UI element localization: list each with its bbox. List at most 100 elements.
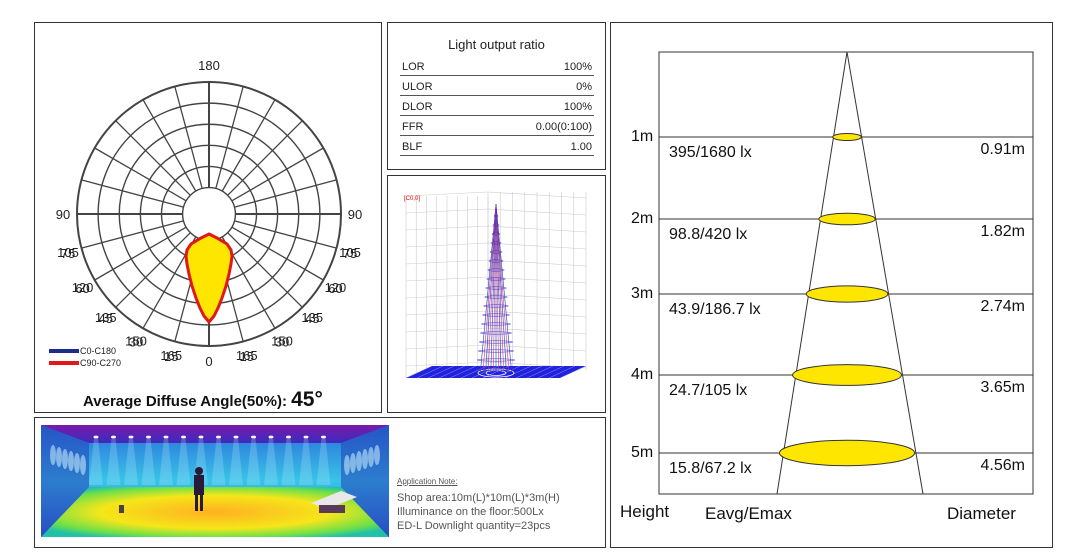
floor-grid-line (449, 365, 477, 379)
beam-line (482, 203, 497, 373)
3d-corner-label: [C0,0] (404, 196, 420, 202)
light-beam (159, 438, 173, 485)
floor-grid-line (537, 365, 565, 379)
light-beam (229, 438, 243, 485)
eavg-emax-value: 15.8/67.2 lx (669, 460, 752, 477)
beam-ring (492, 223, 500, 227)
polar-legend: C0-C180 C90-C270 (49, 346, 121, 368)
polar-angle-label: 180 (198, 58, 220, 73)
light-beam (316, 438, 331, 485)
legend-swatch (49, 361, 79, 365)
application-note-title: Application Note: (397, 477, 458, 486)
human-figure (194, 467, 204, 511)
beam-ring (485, 286, 507, 290)
light-output-ratio-panel: Light output ratio LOR 100% ULOR 0% DLOR 10… (387, 22, 606, 170)
table-row: DLOR 100% (400, 95, 594, 116)
application-note-line: Shop area:10m(L)*10m(L)*3m(H) (397, 492, 560, 504)
polar-angle-label: 135 (95, 310, 117, 325)
floor-grid-line (416, 365, 444, 379)
beam-ring (483, 304, 509, 308)
polar-angle-label: 15 (240, 349, 254, 364)
ratio-value: 0% (470, 75, 594, 96)
ceiling-light (111, 435, 116, 439)
floor-grid-line (548, 365, 576, 379)
table-row: LOR 100% (400, 56, 594, 76)
illuminance-ellipse (778, 439, 916, 467)
light-beam (211, 438, 226, 485)
ratio-value: 1.00 (470, 135, 594, 156)
wall-light-splash (80, 455, 86, 475)
polar-angle-label: 90 (56, 207, 70, 222)
ceiling-light (216, 435, 221, 439)
eavg-emax-value: 98.8/420 lx (669, 226, 747, 243)
polar-angle-label: 15 (164, 349, 178, 364)
application-note-line: Illuminance on the floor:500Lx (397, 506, 544, 518)
light-beam (89, 438, 103, 485)
wall-light-splash (356, 451, 362, 471)
height-label: 1m (631, 128, 653, 145)
ceiling-light (163, 435, 169, 439)
ceiling-light (303, 435, 309, 439)
light-beam (106, 438, 121, 485)
ratio-key: LOR (400, 56, 471, 76)
polar-spoke (142, 99, 197, 192)
illuminance-ellipse (818, 212, 876, 226)
beam-line (480, 203, 497, 373)
beam-ring (490, 241, 502, 245)
ceiling-light (146, 435, 151, 439)
beam-ring (481, 322, 511, 326)
beam-ring (486, 277, 506, 281)
eavg-emax-value: 395/1680 lx (669, 144, 752, 161)
polar-angle-label: 90 (348, 207, 362, 222)
light-beam (176, 438, 191, 485)
table-row: ULOR 0% (400, 75, 594, 96)
wall-light-splash (374, 445, 380, 465)
cone-lines (776, 51, 924, 495)
polar-spoke (174, 86, 203, 189)
beam-ring (484, 295, 508, 299)
floor-grid-line (438, 365, 466, 379)
cone-frame (658, 51, 1034, 495)
light-beam (141, 438, 156, 485)
legend-label: C90-C270 (80, 358, 121, 368)
beam-line (495, 203, 507, 373)
floor-grid-line (559, 365, 587, 379)
table-row: BLF 1.00 (400, 135, 594, 156)
polar-spoke (234, 220, 337, 249)
polar-angle-label: 30 (275, 334, 289, 349)
polar-angle-label: 165 (236, 348, 258, 363)
polar-angle-label: 45 (305, 311, 319, 326)
illuminance-ellipse (792, 364, 902, 386)
ratio-key: BLF (400, 135, 471, 156)
light-beam (246, 438, 261, 485)
application-note: Application Note: Shop area:10m(L)*10m(L… (397, 475, 560, 533)
beam-ring (491, 232, 501, 236)
polar-spoke (231, 147, 324, 202)
room-furniture (311, 491, 357, 513)
beam-line (495, 203, 505, 373)
eavg-emax-value: 43.9/186.7 lx (669, 301, 761, 318)
room-ceiling (41, 425, 389, 443)
beam-ring (478, 349, 514, 353)
light-beam (299, 438, 313, 485)
height-label: 2m (631, 210, 653, 227)
floor-grid-line (405, 365, 433, 379)
diameter-value: 2.74m (981, 298, 1025, 315)
ceiling-light (321, 435, 326, 439)
polar-spoke (215, 86, 244, 189)
average-diffuse-angle-label: Average Diffuse Angle(50%): (83, 393, 287, 410)
polar-spoke (81, 179, 184, 208)
height-label: 3m (631, 285, 653, 302)
light-beam (281, 438, 296, 485)
legend-label: C0-C180 (80, 346, 116, 356)
beam-ring (487, 268, 505, 272)
polar-angle-label: 60 (328, 281, 342, 296)
polar-spoke (94, 226, 187, 281)
wall-light-splash (368, 447, 374, 467)
eavg-header: Eavg/Emax (705, 504, 792, 523)
height-label: 5m (631, 444, 653, 461)
polar-angle-label: 135 (301, 310, 323, 325)
beam-ring (489, 250, 503, 254)
beam-line (485, 203, 497, 373)
polar-angle-labels: 9010512013515016590105120135150165180756… (56, 58, 362, 369)
